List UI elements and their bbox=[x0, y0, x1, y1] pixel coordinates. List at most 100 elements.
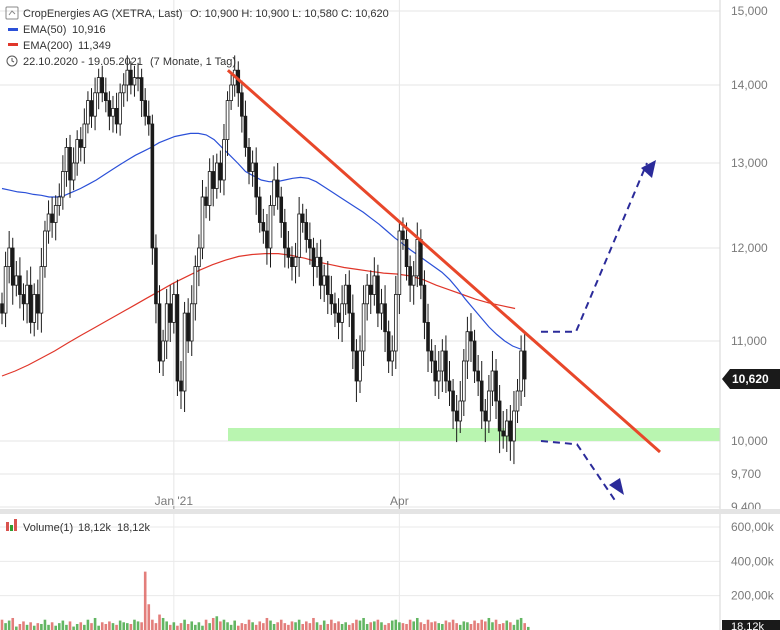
volume-bar bbox=[79, 622, 83, 630]
candle-body bbox=[193, 266, 198, 305]
volume-bar bbox=[347, 624, 351, 630]
candle-body bbox=[247, 146, 251, 172]
candle-body bbox=[318, 256, 323, 286]
candle-body bbox=[451, 390, 455, 412]
candle-body bbox=[61, 171, 65, 198]
volume-tick-label: 600,00k bbox=[731, 520, 775, 534]
volume-bar bbox=[115, 624, 118, 630]
volume-bar bbox=[398, 622, 401, 630]
volume-bar bbox=[140, 622, 143, 630]
candle-body bbox=[121, 84, 126, 94]
volume-bar bbox=[279, 619, 283, 630]
volume-bar bbox=[387, 623, 390, 630]
chart-legend: CropEnergies AG (XETRA, Last) O: 10,900 … bbox=[5, 6, 389, 68]
candle-body bbox=[361, 303, 366, 352]
candle-body bbox=[322, 275, 326, 286]
candle-body bbox=[150, 123, 155, 249]
candle-body bbox=[146, 115, 151, 125]
volume-bar bbox=[405, 623, 408, 630]
volume-bar bbox=[505, 620, 509, 630]
svg-text:18,12k: 18,12k bbox=[731, 621, 765, 630]
volume-bar bbox=[426, 619, 430, 630]
last-price-badge: 10,620 bbox=[722, 369, 780, 389]
volume-bar bbox=[158, 614, 161, 630]
candle-body bbox=[71, 162, 76, 181]
panel-divider[interactable] bbox=[0, 509, 780, 514]
volume-bar bbox=[40, 623, 43, 630]
volume-bar bbox=[365, 623, 369, 630]
candle-body bbox=[250, 162, 255, 172]
candle-body bbox=[372, 275, 377, 295]
candle-body bbox=[254, 162, 258, 198]
candle-body bbox=[18, 275, 22, 295]
volume-bar bbox=[97, 625, 100, 630]
candle-body bbox=[286, 247, 291, 258]
candle-body bbox=[222, 139, 226, 181]
candle-body bbox=[272, 179, 276, 206]
candle-body bbox=[415, 239, 420, 277]
volume-bar bbox=[351, 623, 355, 630]
candle-body bbox=[490, 370, 495, 392]
volume-bar bbox=[168, 624, 172, 630]
volume-bar bbox=[287, 624, 290, 630]
bearish-projection-arrowhead bbox=[609, 478, 624, 495]
chart-checkbox-icon[interactable] bbox=[5, 6, 19, 20]
candle-body bbox=[519, 350, 523, 392]
candle-body bbox=[283, 222, 287, 249]
volume-bar bbox=[247, 619, 251, 630]
volume-bar bbox=[208, 623, 211, 630]
volume-bar bbox=[312, 617, 315, 630]
candle-body bbox=[479, 380, 484, 412]
candle-body bbox=[3, 266, 8, 314]
candle-body bbox=[297, 213, 301, 258]
volume-last-badge: 18,12k bbox=[722, 620, 780, 630]
candle-body bbox=[154, 247, 158, 305]
ohlc-values: O: 10,900 H: 10,900 L: 10,580 C: 10,620 bbox=[190, 8, 389, 20]
candle-body bbox=[218, 162, 223, 181]
bullish-projection-line bbox=[541, 162, 648, 333]
volume-bar bbox=[383, 624, 387, 630]
candle-body bbox=[211, 171, 216, 189]
candle-body bbox=[515, 390, 520, 412]
candle-body bbox=[10, 247, 15, 286]
date-range: 22.10.2020 - 19.05.2021 bbox=[23, 56, 143, 68]
candle-body bbox=[465, 331, 470, 362]
volume-bar bbox=[362, 617, 365, 630]
volume-bar bbox=[380, 622, 383, 630]
candle-body bbox=[257, 196, 262, 223]
candle-body bbox=[279, 196, 284, 223]
volume-bar bbox=[476, 623, 480, 630]
volume-bar bbox=[294, 622, 297, 630]
volume-bar bbox=[211, 617, 215, 630]
candle-body bbox=[347, 284, 352, 314]
candle-body bbox=[182, 312, 187, 392]
volume-bar bbox=[376, 619, 380, 630]
candle-body bbox=[207, 171, 212, 206]
volume-bar bbox=[526, 626, 530, 630]
bullish-projection-arrowhead bbox=[641, 160, 656, 178]
volume-bar bbox=[190, 621, 194, 630]
candle-body bbox=[136, 77, 140, 79]
candle-body bbox=[408, 266, 412, 286]
volume-bar bbox=[43, 619, 47, 630]
price-tick-label: 12,000 bbox=[731, 241, 768, 255]
candle-body bbox=[300, 213, 305, 223]
volume-bar bbox=[201, 625, 204, 630]
candle-body bbox=[204, 196, 208, 206]
volume-bar bbox=[315, 622, 319, 630]
volume-bar bbox=[326, 623, 330, 630]
volume-bar bbox=[111, 623, 115, 630]
candle-body bbox=[175, 294, 180, 382]
volume-bar bbox=[491, 622, 494, 630]
candle-body bbox=[462, 360, 466, 402]
ema200-value: 11,349 bbox=[78, 40, 111, 52]
volume-bar bbox=[57, 623, 61, 630]
price-tick-label: 9,700 bbox=[731, 467, 761, 481]
candle-body bbox=[78, 139, 83, 148]
candle-body bbox=[487, 390, 491, 422]
volume-bar bbox=[251, 622, 254, 630]
volume-bar bbox=[161, 617, 165, 630]
candle-body bbox=[93, 92, 97, 117]
candle-body bbox=[315, 256, 319, 267]
candle-body bbox=[179, 380, 183, 392]
